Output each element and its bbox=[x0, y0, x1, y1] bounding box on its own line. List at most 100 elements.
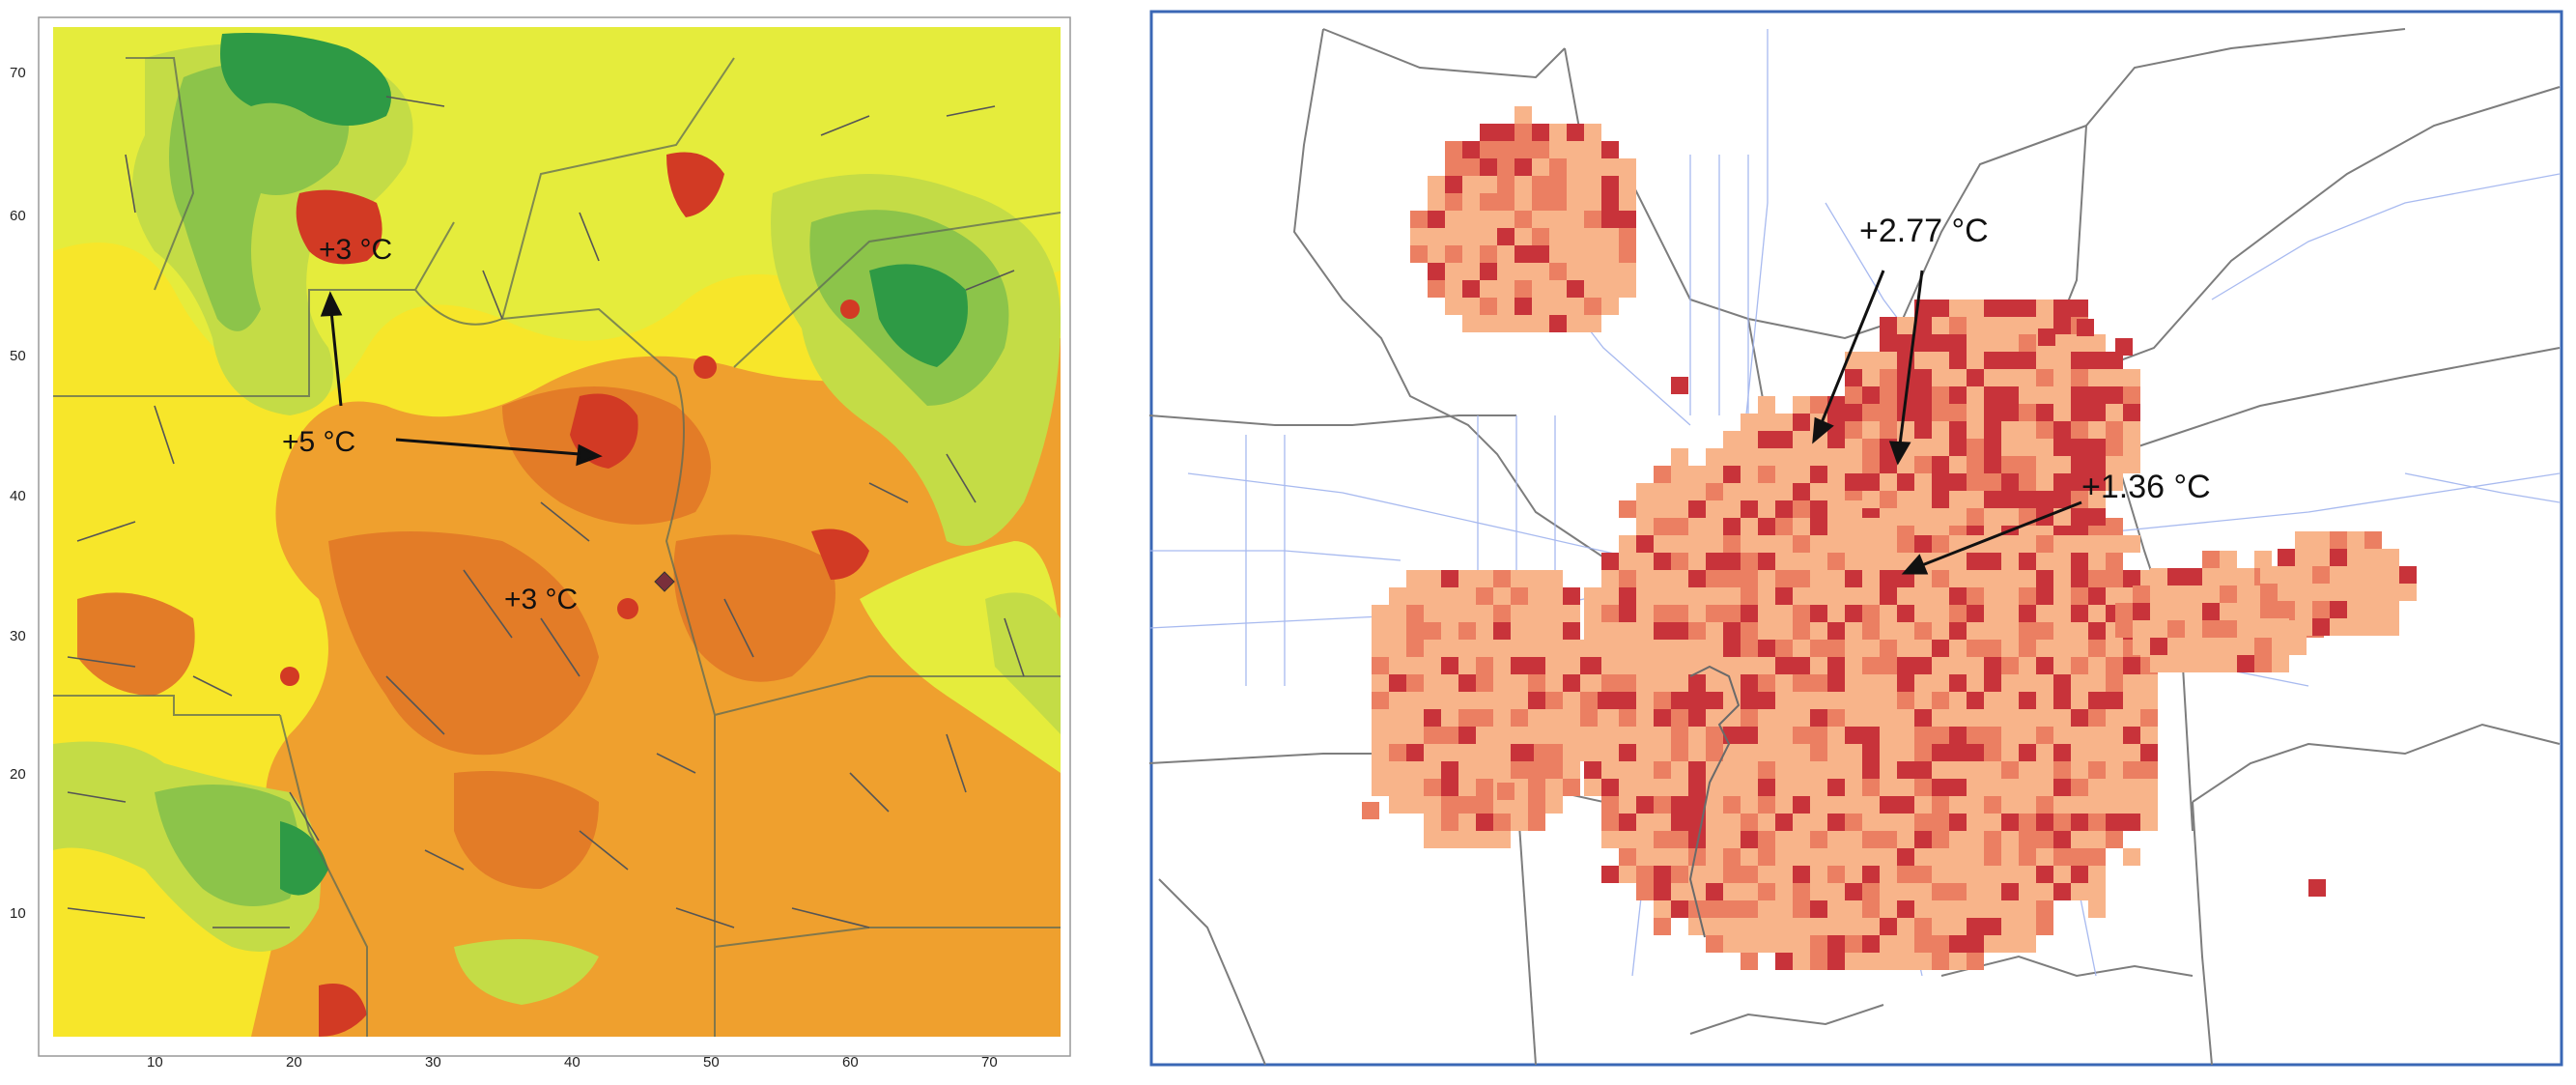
heat-cell bbox=[1549, 141, 1567, 158]
heat-cell bbox=[2053, 491, 2071, 508]
heat-cell bbox=[1845, 761, 1862, 779]
heat-cell bbox=[1880, 317, 1897, 334]
x-tick: 20 bbox=[286, 1054, 302, 1071]
heat-cell bbox=[1741, 900, 1758, 918]
heat-cell bbox=[1949, 640, 1967, 657]
heat-cell bbox=[1619, 587, 1636, 605]
heat-cell bbox=[1984, 779, 2001, 796]
heat-cell bbox=[1949, 622, 1967, 640]
heat-cell bbox=[1862, 674, 1880, 692]
heat-cell bbox=[1741, 848, 1758, 866]
heat-cell bbox=[1897, 866, 1914, 883]
heat-cell bbox=[1775, 692, 1793, 709]
heat-cell bbox=[2123, 369, 2140, 386]
heat-cell bbox=[1601, 298, 1619, 315]
heat-cell bbox=[1810, 657, 1827, 674]
heat-cell bbox=[1372, 640, 1389, 657]
heat-cell bbox=[2106, 779, 2123, 796]
heat-cell bbox=[2001, 386, 2019, 404]
heat-cell bbox=[1584, 605, 1601, 622]
heat-cell bbox=[1967, 866, 1984, 883]
heat-cell bbox=[1584, 176, 1601, 193]
heat-cell bbox=[1932, 831, 1949, 848]
heat-cell bbox=[2036, 404, 2053, 421]
heat-cell bbox=[1445, 211, 1462, 228]
heat-cell bbox=[1584, 622, 1601, 640]
heat-cell bbox=[1914, 709, 1932, 727]
heat-cell bbox=[1984, 727, 2001, 744]
heat-cell bbox=[2106, 727, 2123, 744]
heat-cell bbox=[2001, 935, 2019, 953]
heat-cell bbox=[1619, 605, 1636, 622]
heat-cell bbox=[1654, 605, 1671, 622]
heat-cell bbox=[2071, 352, 2088, 369]
heat-cell bbox=[2202, 603, 2220, 620]
heat-cell bbox=[2088, 421, 2106, 439]
heat-cell bbox=[1793, 518, 1810, 535]
heat-cell bbox=[1706, 744, 1723, 761]
heat-cell bbox=[1654, 744, 1671, 761]
heat-cell bbox=[1741, 866, 1758, 883]
heat-cell bbox=[2150, 620, 2167, 638]
heat-cell bbox=[1445, 193, 1462, 211]
heat-cell bbox=[1480, 315, 1497, 332]
heat-cell bbox=[1914, 439, 1932, 456]
heat-cell bbox=[2088, 369, 2106, 386]
heat-cell bbox=[1723, 779, 1741, 796]
heat-cell bbox=[1810, 535, 1827, 553]
heat-cell bbox=[2053, 744, 2071, 761]
heat-cell bbox=[2071, 553, 2088, 570]
heat-cell bbox=[1862, 831, 1880, 848]
heat-cell bbox=[1967, 779, 1984, 796]
heat-cell bbox=[1706, 518, 1723, 535]
heat-cell bbox=[1880, 657, 1897, 674]
heat-cell bbox=[1827, 640, 1845, 657]
heat-cell bbox=[1528, 640, 1545, 657]
heat-cell bbox=[2053, 796, 2071, 814]
heat-cell bbox=[2185, 655, 2202, 672]
heat-cell bbox=[1949, 404, 1967, 421]
heat-cell bbox=[1563, 709, 1580, 727]
heat-cell bbox=[2106, 796, 2123, 814]
heat-cell bbox=[2106, 640, 2123, 657]
heat-cell bbox=[2088, 456, 2106, 473]
heat-cell bbox=[1880, 779, 1897, 796]
heat-cell bbox=[1424, 692, 1441, 709]
heat-cell bbox=[2019, 744, 2036, 761]
heat-cell bbox=[1967, 570, 1984, 587]
heat-cell bbox=[1984, 553, 2001, 570]
heat-cell bbox=[2330, 566, 2347, 584]
heat-cell bbox=[1793, 414, 1810, 431]
heat-cell bbox=[1493, 796, 1511, 814]
heat-cell bbox=[1845, 831, 1862, 848]
heat-cell bbox=[2382, 601, 2399, 618]
heat-cell bbox=[1619, 727, 1636, 744]
heat-cell bbox=[1793, 622, 1810, 640]
heat-cell bbox=[1619, 796, 1636, 814]
heat-cell bbox=[1445, 245, 1462, 263]
heat-cell bbox=[1671, 483, 1688, 500]
heat-cell bbox=[1984, 692, 2001, 709]
heat-cell bbox=[1897, 883, 1914, 900]
heat-cell bbox=[2019, 692, 2036, 709]
heat-cell bbox=[1619, 158, 1636, 176]
heat-cell bbox=[1514, 263, 1532, 280]
heat-cell bbox=[1758, 640, 1775, 657]
heat-cell bbox=[1810, 727, 1827, 744]
y-tick: 40 bbox=[10, 488, 26, 504]
heat-cell bbox=[2123, 814, 2140, 831]
heat-cell bbox=[2001, 657, 2019, 674]
heat-cell bbox=[1723, 900, 1741, 918]
heat-cell bbox=[1493, 761, 1511, 779]
heat-cell bbox=[2001, 439, 2019, 456]
heat-cell bbox=[1967, 953, 1984, 970]
heat-cell bbox=[2019, 848, 2036, 866]
heat-cell bbox=[2036, 744, 2053, 761]
heat-cell bbox=[2071, 674, 2088, 692]
heat-cell bbox=[1810, 883, 1827, 900]
heat-cell bbox=[1914, 674, 1932, 692]
heat-cell bbox=[1424, 761, 1441, 779]
heat-cell bbox=[1914, 727, 1932, 744]
heat-cell bbox=[1514, 211, 1532, 228]
heat-cell bbox=[2312, 531, 2330, 549]
